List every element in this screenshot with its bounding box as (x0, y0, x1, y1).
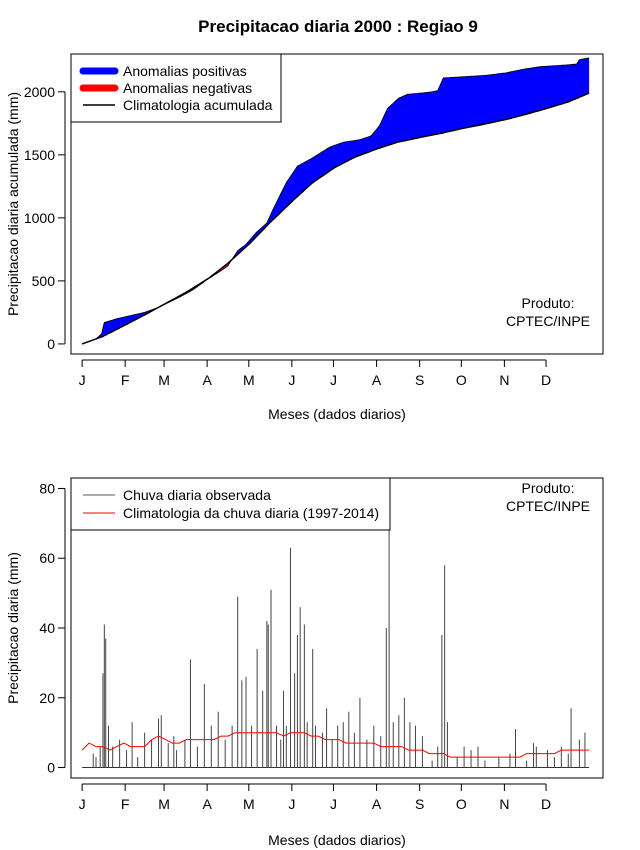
product-label: Produto: (522, 480, 575, 496)
plot-frame-accumulated (70, 53, 604, 355)
legend-label-climatology-daily: Climatologia da chuva diaria (1997-2014) (123, 505, 379, 521)
x-tick-label: M (158, 372, 170, 388)
y-tick-label: 80 (39, 480, 55, 496)
legend-label-negative: Anomalias negativas (123, 80, 252, 96)
x-tick-label: J (330, 372, 337, 388)
x-tick-label: F (121, 372, 130, 388)
x-axis-title-accumulated: Meses (dados diarios) (268, 406, 406, 422)
legend-label-positive: Anomalias positivas (123, 63, 247, 79)
x-tick-label: S (415, 372, 424, 388)
y-tick-label: 20 (39, 690, 55, 706)
legend-accumulated: Anomalias positivas Anomalias negativas … (70, 53, 282, 123)
daily-observed-bars (82, 530, 590, 769)
legend-label-observed: Chuva diaria observada (123, 487, 271, 503)
y-tick-label: 40 (39, 620, 55, 636)
y-axis-daily: 0 20 40 60 80 (39, 480, 66, 776)
x-tick-label: A (372, 796, 382, 812)
y-axis-title-daily: Precipitacao diaria (mm) (5, 552, 21, 704)
x-tick-label: D (541, 796, 551, 812)
x-tick-label: J (330, 796, 337, 812)
legend-daily: Chuva diaria observada Climatologia da c… (70, 477, 391, 531)
y-tick-label: 1000 (24, 210, 55, 226)
y-tick-label: 500 (32, 273, 56, 289)
climatology-accumulated-line (81, 92, 590, 345)
x-tick-label: A (372, 372, 382, 388)
x-tick-label: J (79, 796, 86, 812)
y-tick-label: 1500 (24, 147, 55, 163)
x-tick-label: N (499, 796, 509, 812)
negative-anomaly-area (82, 93, 590, 344)
x-tick-label: D (541, 372, 551, 388)
x-tick-label: F (121, 796, 130, 812)
y-axis-accumulated: 0 500 1000 1500 2000 (24, 84, 66, 352)
product-source: CPTEC/INPE (506, 498, 590, 514)
x-tick-label: J (288, 372, 295, 388)
daily-climatology-lines (81, 732, 590, 758)
figure-title: Precipitacao diaria 2000 : Regiao 9 (198, 17, 478, 36)
y-tick-label: 2000 (24, 84, 55, 100)
daily-chart: 0 20 40 60 80 J F M A M J J A S O N D Precipitacao diar… (5, 477, 604, 848)
product-source: CPTEC/INPE (506, 313, 590, 329)
x-tick-label: M (158, 796, 170, 812)
x-tick-label: J (79, 372, 86, 388)
x-tick-label: J (288, 796, 295, 812)
y-tick-label: 60 (39, 550, 55, 566)
x-tick-label: M (243, 372, 255, 388)
legend-label-climatology: Climatologia acumulada (123, 97, 273, 113)
x-tick-label: N (499, 372, 509, 388)
x-tick-label: M (243, 796, 255, 812)
x-axis-title-daily: Meses (dados diarios) (268, 832, 406, 848)
accumulated-lines (81, 57, 590, 345)
y-tick-label: 0 (47, 336, 55, 352)
x-tick-label: O (456, 372, 467, 388)
y-tick-label: 0 (47, 760, 55, 776)
legend-box (70, 477, 391, 531)
x-tick-label: A (202, 796, 212, 812)
y-axis-title-accumulated: Precipitacao diaria acumulada (mm) (5, 92, 21, 316)
x-tick-label: O (456, 796, 467, 812)
x-tick-label: S (415, 796, 424, 812)
climatology-daily-line (81, 732, 590, 758)
accumulated-chart: 0 500 1000 1500 2000 J F M A M J J A S O N D Precipitac… (5, 53, 604, 422)
product-label: Produto: (522, 295, 575, 311)
x-tick-label: A (202, 372, 212, 388)
